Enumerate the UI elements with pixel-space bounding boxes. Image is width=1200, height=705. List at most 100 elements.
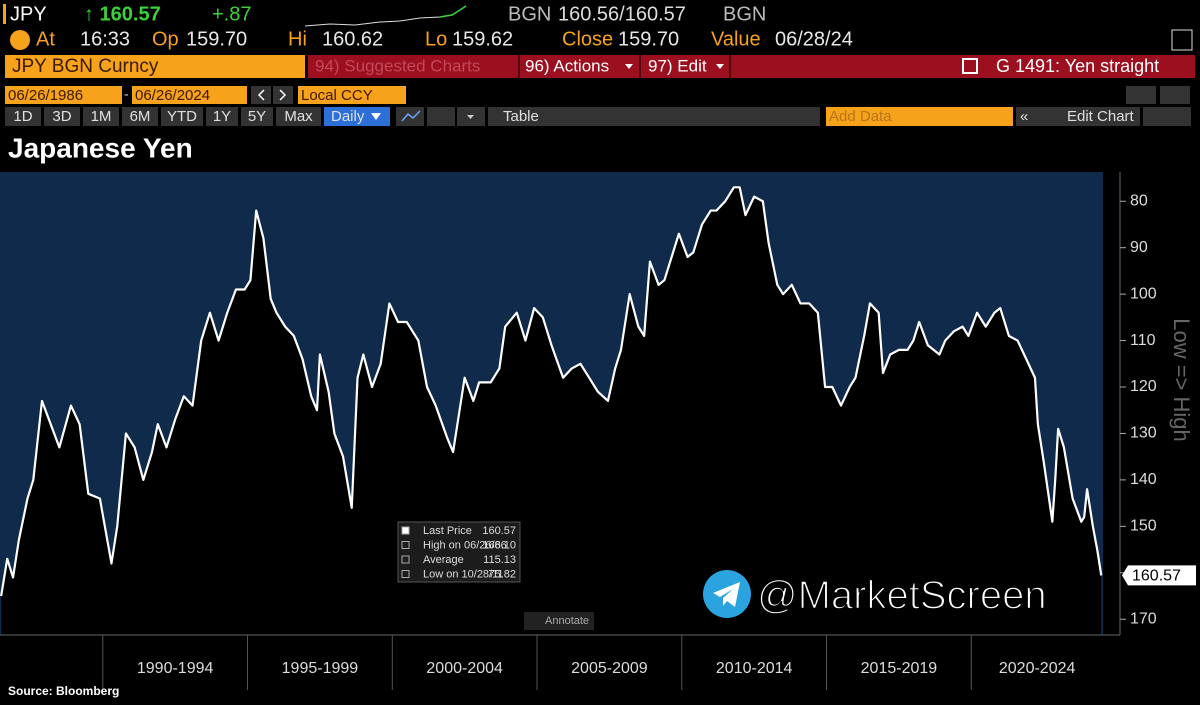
stats-value: 160.57 [482,525,516,537]
x-period-label: 2000-2004 [426,660,503,677]
period-label: 3D [52,108,71,125]
line [0,186,1103,597]
y-tick-label: 100 [1130,285,1157,302]
period-buttons: 1D 3D 1M 6M YTD 1Y 5Y Max [5,107,321,126]
telegram-icon [703,570,751,618]
quote-value: 159.70 [618,28,679,50]
prev-button[interactable] [251,86,271,104]
frequency-button[interactable] [324,107,390,126]
menu-item[interactable]: 96) Actions [525,56,609,75]
chart-id: G 1491: Yen straight [996,56,1159,76]
quote-label: Value [711,28,761,50]
stats-label: High on 06/26/86 [423,539,507,551]
period-button[interactable] [276,107,321,126]
y-tick-label: 120 [1130,378,1157,395]
dropdown-arrow [371,113,381,120]
y-axis-label: Low => High [1169,318,1194,442]
period-button[interactable] [83,107,119,126]
period-button[interactable] [206,107,238,126]
settings-button[interactable] [1143,107,1191,126]
dropdown-arrow [467,115,474,119]
edit-chart: Edit Chart [1067,108,1135,125]
period-button[interactable] [241,107,273,126]
source-code: BGN [723,3,766,25]
quote-value: 159.62 [452,28,513,50]
x-period-label: 2015-2019 [861,660,938,677]
redo-button[interactable] [1160,86,1190,104]
edit-chart-button[interactable] [1016,107,1140,126]
y-tick-label: 130 [1130,425,1157,442]
change: +.87 [212,3,251,25]
bid-ask: 160.56/160.57 [558,3,686,25]
launch-icon[interactable] [962,58,978,74]
y-tick-label: 170 [1130,610,1157,627]
menu-item[interactable]: 97) Edit [648,56,707,75]
stats-box [397,521,521,583]
quote-value: 06/28/24 [775,28,853,50]
currency-box[interactable] [298,86,406,104]
x-period-label: 2020-2024 [999,660,1076,677]
range-dash: - [124,86,129,102]
sparkline-tail [439,5,467,18]
line-icon [401,110,421,122]
watermark: @MarketScreen [757,574,1047,618]
chart: 8090100110120130140150160170Low => High1… [0,172,1196,690]
bar-icon-button[interactable] [427,107,455,126]
table: Table [503,108,539,125]
last-price-label: 160.57 [1132,568,1181,585]
x-period-label: 2010-2014 [716,660,793,677]
add-data-box[interactable] [826,107,1013,126]
menu-item[interactable]: 94) Suggested Charts [315,56,480,75]
stats-value: 166.10 [482,539,516,551]
area [1,187,1102,635]
quote-label: Op [152,28,179,50]
stats-value: 75.82 [488,568,516,580]
x-period-label: 1990-1994 [137,660,214,677]
quote-value: 160.62 [322,28,383,50]
stats-label: Last Price [423,525,472,537]
y-tick-label: 90 [1130,239,1148,256]
period-button[interactable] [122,107,158,126]
frequency: Daily [331,108,365,125]
period-label: 1Y [213,108,231,125]
nav-arrows [257,89,287,101]
undo-button[interactable] [1126,86,1156,104]
popout-icon[interactable] [1171,29,1193,51]
stats-label: Low on 10/28/11 [423,568,504,580]
source-code: BGN [508,3,551,25]
quote-value: 16:33 [80,28,130,50]
period-label: 1M [91,108,112,125]
stats-label: Average [423,554,464,566]
end-date[interactable] [132,86,247,104]
collapse-icon: « [1020,108,1028,125]
y-tick-label: 80 [1130,192,1148,209]
x-period-label: 1995-1999 [282,660,359,677]
period-label: 6M [130,108,151,125]
stats-icon [401,526,410,535]
dropdown-arrow [625,64,633,69]
table-button[interactable] [488,107,820,126]
period-button[interactable] [5,107,41,126]
x-period-label: 2005-2009 [571,660,648,677]
y-tick-label: 150 [1130,518,1157,535]
y-tick-label: 140 [1130,471,1157,488]
stats-icon [401,555,410,564]
security-box[interactable] [5,55,305,78]
add-data: Add Data [829,108,892,125]
period-button[interactable] [161,107,203,126]
annotate-button[interactable] [524,612,594,630]
period-button[interactable] [44,107,80,126]
stats-icon [401,541,410,549]
source: Source: Bloomberg [8,684,119,698]
start-date[interactable] [5,86,122,104]
quote-row: At 16:33 Op 159.70 Hi 160.62 Lo 159.62 Close 159.… [36,28,853,50]
chart-title: Japanese Yen [8,132,193,163]
currency: Local CCY [301,87,373,104]
period-label: Max [284,108,313,125]
end-date-text: 06/26/2024 [135,87,210,104]
stats-icon [401,570,410,578]
next-button[interactable] [273,86,293,104]
quote-label: Lo [425,28,447,50]
